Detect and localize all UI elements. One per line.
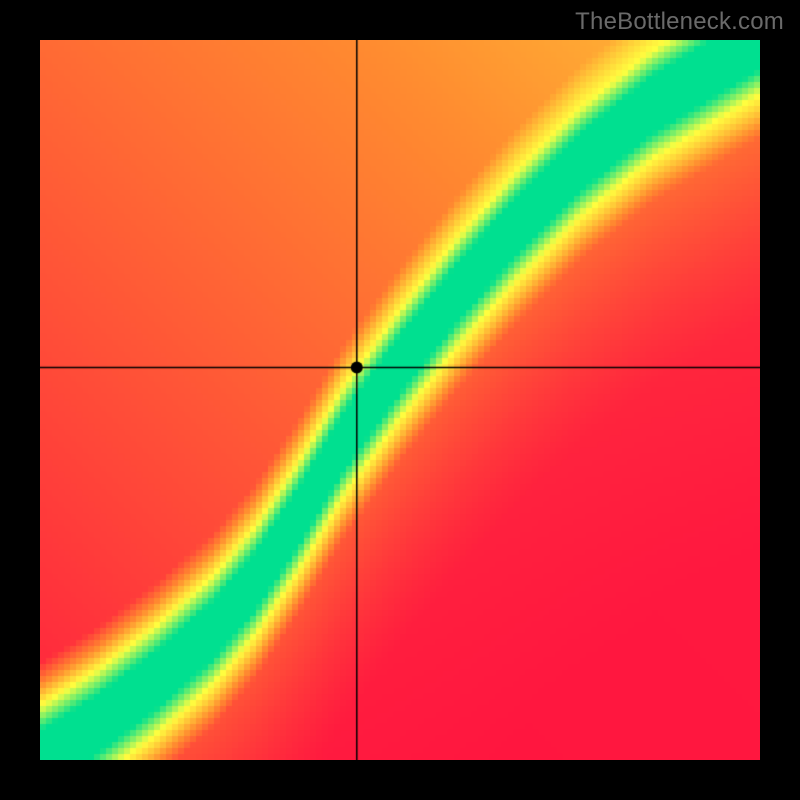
plot-area (40, 40, 760, 760)
chart-container: TheBottleneck.com (0, 0, 800, 800)
watermark-text: TheBottleneck.com (575, 8, 784, 36)
heatmap-canvas (40, 40, 760, 760)
